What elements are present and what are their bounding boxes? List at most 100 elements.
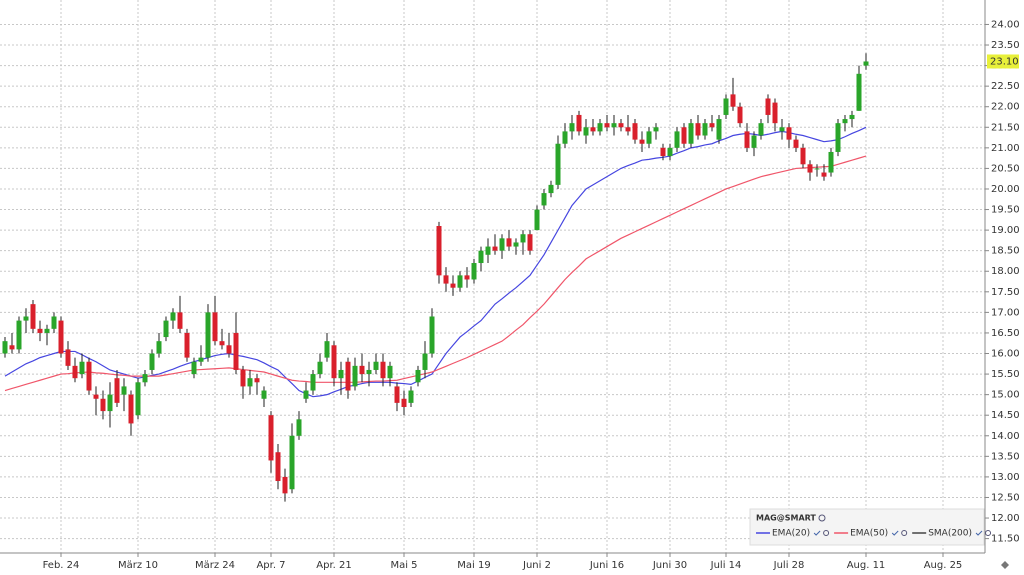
candle-body	[268, 415, 274, 461]
candle-body	[856, 73, 862, 111]
candle-body	[177, 312, 183, 329]
candle-body	[275, 452, 281, 482]
candle-body	[653, 127, 659, 132]
x-tick-label: Juni 2	[522, 560, 551, 571]
y-tick-label: 17.50	[991, 287, 1020, 298]
candle-body	[828, 151, 834, 173]
y-tick-label: 13.50	[991, 451, 1020, 462]
candle-body	[408, 390, 414, 403]
candle-body	[548, 184, 554, 194]
y-tick-label: 15.50	[991, 369, 1020, 380]
x-tick-label: Feb. 24	[43, 560, 80, 571]
candle-body	[345, 361, 351, 391]
candle-body	[436, 226, 442, 276]
candle-body	[65, 349, 71, 366]
candle-body	[513, 242, 519, 247]
candle-body	[555, 143, 561, 185]
y-tick-label: 20.50	[991, 163, 1020, 174]
candle-body	[471, 263, 477, 280]
candle-body	[569, 123, 575, 132]
candle-body	[520, 234, 526, 243]
candle-body	[751, 135, 757, 148]
candle-body	[702, 123, 708, 136]
candle-body	[128, 394, 134, 424]
candle-body	[793, 139, 799, 148]
candle-body	[394, 386, 400, 403]
candle-body	[772, 102, 778, 124]
x-tick-label: Juli 28	[773, 560, 805, 571]
candle-body	[79, 361, 85, 375]
candle-body	[261, 390, 267, 399]
legend-check	[813, 530, 821, 536]
candle-body	[233, 332, 239, 370]
legend-icon	[901, 530, 908, 536]
candle-body	[23, 316, 29, 321]
candle-body	[9, 345, 15, 350]
candle-body	[660, 147, 666, 157]
plot-area	[2, 53, 869, 502]
candle-body	[401, 398, 407, 407]
candle-body	[170, 312, 176, 321]
candle-body	[296, 419, 302, 436]
candle-body	[282, 476, 288, 494]
candle-body	[352, 365, 358, 387]
candle-body	[730, 94, 736, 107]
candle-body	[86, 361, 92, 391]
candle-body	[576, 114, 582, 132]
candle-body	[506, 238, 512, 247]
y-tick-label: 21.50	[991, 122, 1020, 133]
y-tick-label: 19.00	[991, 225, 1020, 236]
y-tick-label: 21.00	[991, 143, 1020, 154]
candle-body	[709, 123, 715, 128]
candle-body	[387, 365, 393, 379]
x-tick-label: März 10	[118, 560, 158, 571]
candle-body	[527, 234, 533, 251]
x-tick-label: Aug. 11	[847, 560, 886, 571]
candle-body	[842, 119, 848, 124]
y-tick-label: 24.00	[991, 19, 1020, 30]
candle-body	[331, 345, 337, 379]
scroll-icon[interactable]	[1001, 561, 1009, 569]
x-tick-label: Apr. 21	[316, 560, 351, 571]
x-tick-label: Juli 14	[710, 560, 742, 571]
y-tick-label: 20.00	[991, 184, 1020, 195]
y-tick-label: 22.50	[991, 81, 1020, 92]
candle-body	[366, 369, 372, 375]
candle-body	[723, 98, 729, 115]
candle-body	[289, 435, 295, 490]
candle-body	[30, 304, 36, 329]
candle-body	[72, 365, 78, 379]
candle-body	[429, 316, 435, 354]
candle-body	[450, 283, 456, 288]
axes: 11.50 12.00 12.50 13.00 13.50 14.00 14.50 15.00…	[43, 19, 1020, 571]
candle-body	[149, 353, 155, 370]
x-tick-label: März 24	[195, 560, 235, 571]
candle-body	[121, 386, 127, 395]
x-tick-label: Juni 16	[589, 560, 624, 571]
candle-body	[597, 123, 603, 132]
candle-body	[737, 106, 743, 124]
candle-body	[338, 369, 344, 379]
legend-label: SMA(200)	[928, 529, 972, 539]
candle-body	[142, 374, 148, 383]
candle-body	[2, 341, 8, 354]
y-tick-label: 14.50	[991, 410, 1020, 421]
candle-body	[583, 127, 589, 136]
candle-body	[219, 341, 225, 346]
candle-body	[499, 238, 505, 251]
candle-body	[814, 168, 820, 170]
candle-body	[324, 341, 330, 358]
legend-check	[975, 530, 983, 536]
candle-body	[135, 382, 141, 416]
candle-body	[562, 131, 568, 144]
candle-body	[51, 316, 57, 329]
candle-body	[156, 341, 162, 354]
candle-body	[800, 147, 806, 165]
candle-body	[688, 123, 694, 144]
y-tick-label: 19.50	[991, 205, 1020, 216]
legend-icon	[818, 514, 826, 522]
candle-body	[611, 123, 617, 128]
candle-body	[457, 275, 463, 288]
legend-label: EMA(20)	[772, 529, 810, 539]
